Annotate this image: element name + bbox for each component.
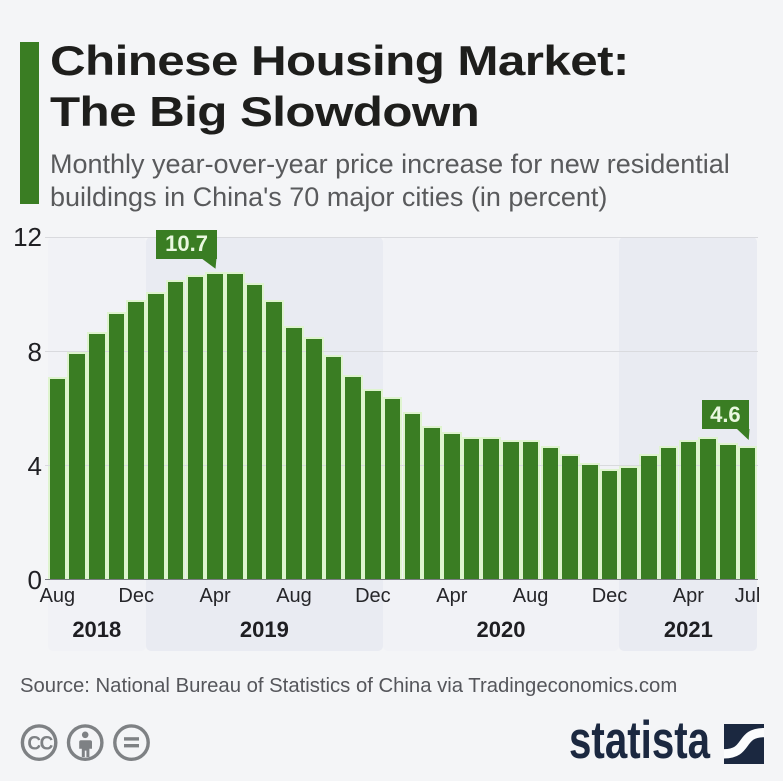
svg-text:CC: CC bbox=[27, 733, 53, 754]
